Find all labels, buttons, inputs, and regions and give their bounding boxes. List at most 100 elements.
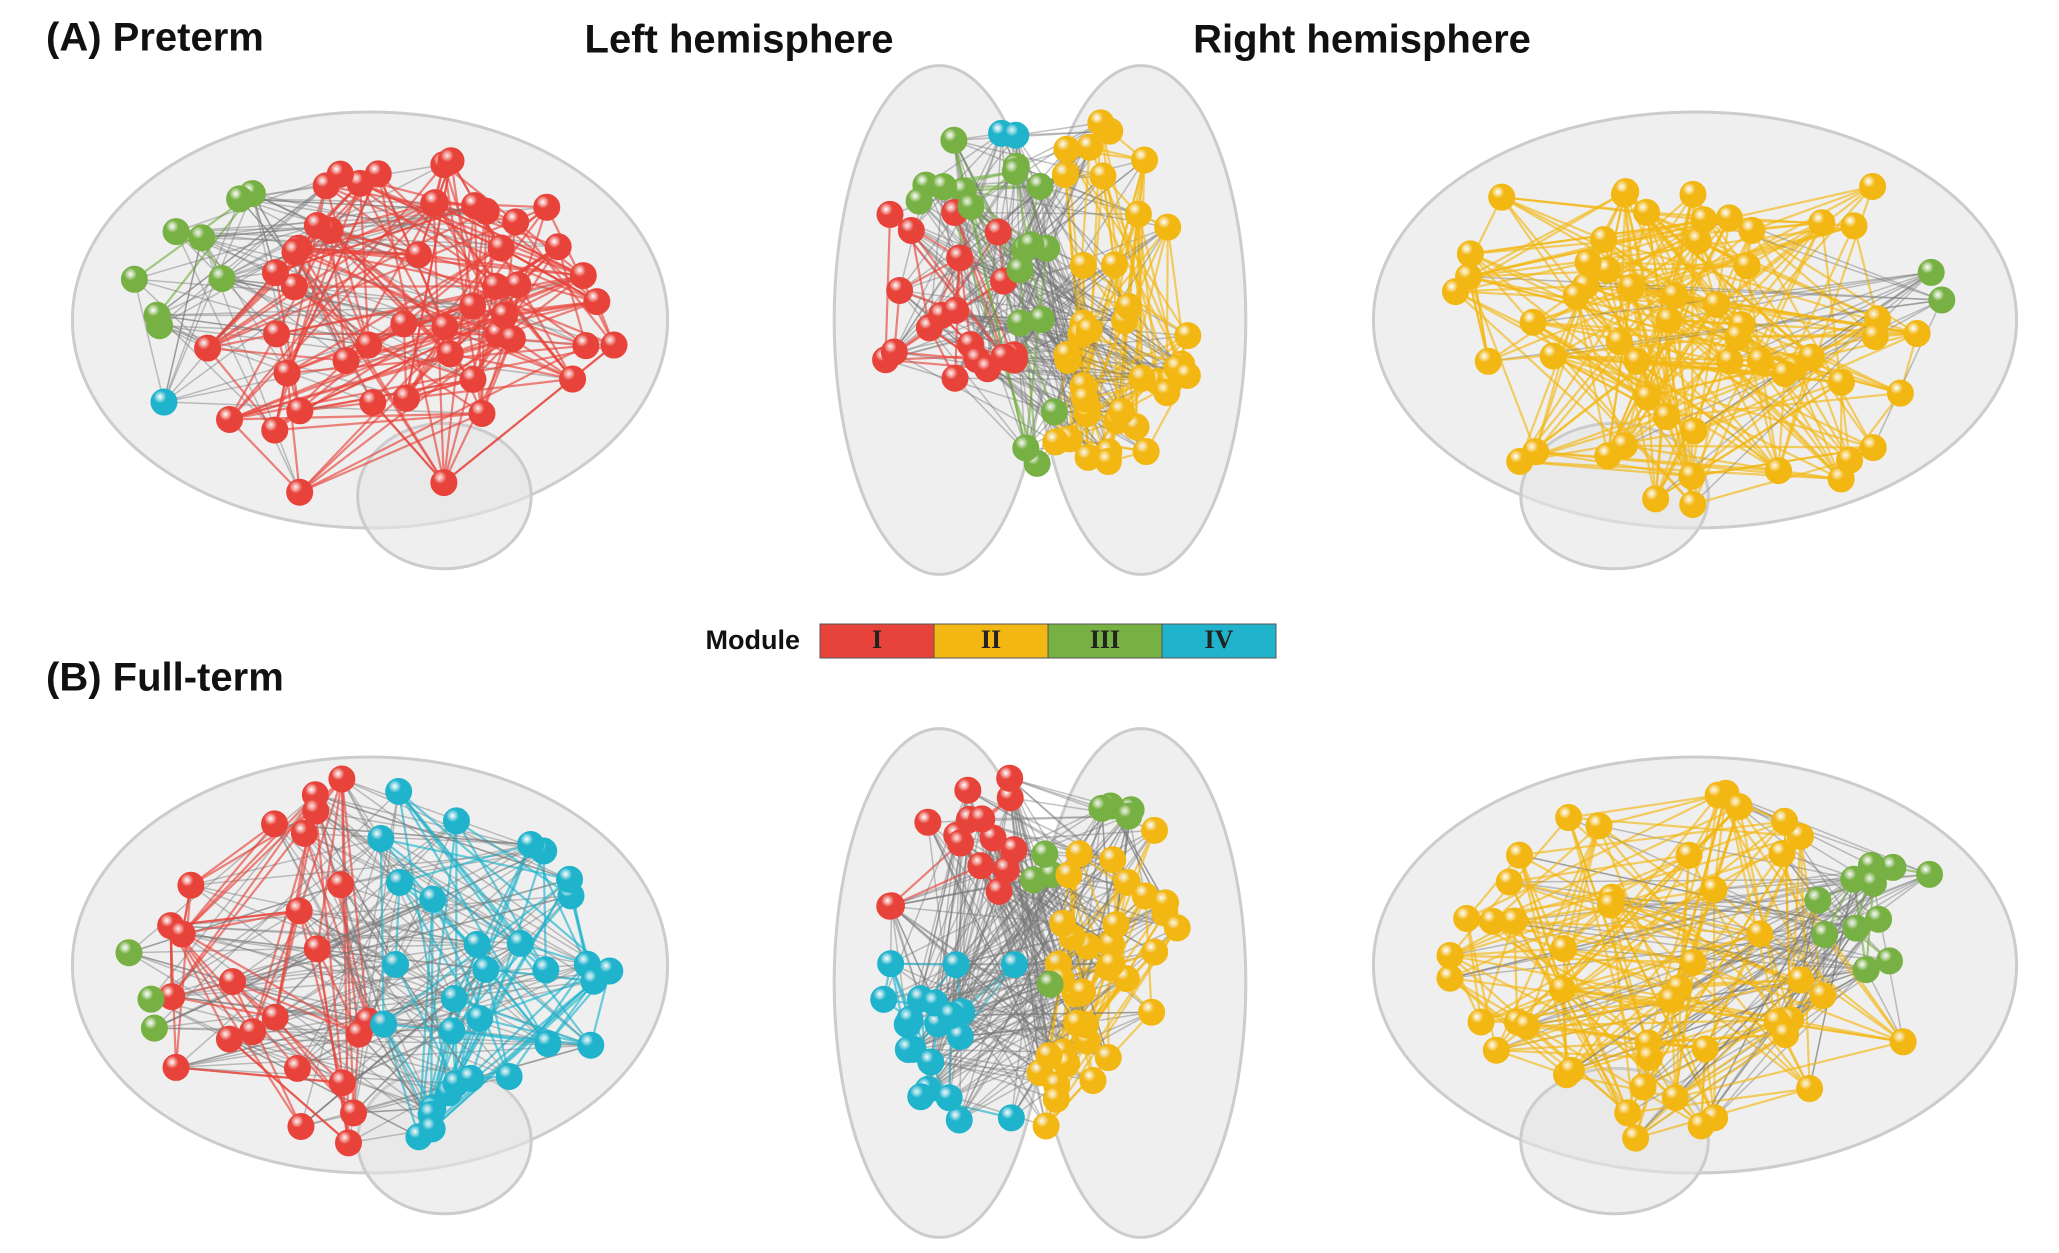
- node: [1690, 206, 1718, 234]
- node: [1049, 909, 1077, 937]
- edge: [955, 922, 1063, 966]
- edge: [986, 133, 1003, 369]
- edge: [1713, 888, 1904, 1043]
- node: [1053, 135, 1081, 163]
- node: [1623, 347, 1651, 375]
- edge: [315, 794, 570, 881]
- edge: [1008, 778, 1064, 1053]
- node: [880, 338, 908, 366]
- edge: [889, 905, 1063, 925]
- node: [334, 1129, 362, 1157]
- edge: [1101, 175, 1116, 266]
- edge: [229, 274, 584, 421]
- node: [1827, 368, 1855, 396]
- edge: [232, 943, 478, 983]
- edge: [1575, 295, 1626, 446]
- edge: [1552, 355, 1694, 506]
- node: [162, 1053, 190, 1081]
- node: [506, 929, 534, 957]
- node: [894, 1035, 922, 1063]
- view-header: Right hemisphere: [1193, 18, 1531, 62]
- edge: [298, 247, 574, 381]
- node: [194, 334, 222, 362]
- edge: [175, 1066, 457, 1085]
- edge: [1009, 777, 1103, 810]
- edge: [927, 822, 952, 1016]
- brain-view: [70, 755, 670, 1216]
- node: [168, 920, 196, 948]
- node: [1436, 964, 1464, 992]
- edge: [1777, 356, 1813, 471]
- edge: [1014, 334, 1188, 356]
- node: [385, 777, 413, 805]
- edge: [918, 200, 1183, 365]
- node: [1032, 1112, 1060, 1140]
- node: [386, 868, 414, 896]
- edge: [1449, 977, 1702, 1127]
- edge: [190, 822, 276, 887]
- edge: [1570, 878, 1855, 1072]
- edge: [358, 183, 370, 346]
- node: [359, 389, 387, 417]
- node: [1012, 434, 1040, 462]
- node: [177, 871, 205, 899]
- node: [1053, 340, 1081, 368]
- node: [332, 347, 360, 375]
- edge: [927, 869, 1008, 1090]
- edge: [1024, 248, 1048, 449]
- edge: [1024, 248, 1178, 369]
- node: [1597, 891, 1625, 919]
- edge: [1674, 934, 1826, 1099]
- node: [1079, 1067, 1107, 1095]
- node: [120, 265, 148, 293]
- view-header: Left hemisphere: [585, 18, 894, 62]
- edge: [1018, 269, 1039, 464]
- edge: [397, 790, 549, 1045]
- edge: [1137, 213, 1159, 382]
- edge: [1561, 988, 1649, 1044]
- node: [946, 829, 974, 857]
- node: [1000, 836, 1028, 864]
- edge: [286, 246, 502, 375]
- node: [1173, 361, 1201, 389]
- brain-panels: [70, 64, 2019, 1239]
- node: [1089, 162, 1117, 190]
- node: [1140, 816, 1168, 844]
- node: [502, 208, 530, 236]
- edge: [1759, 360, 1780, 471]
- node: [1153, 379, 1181, 407]
- node: [370, 1010, 398, 1038]
- node: [917, 1048, 945, 1076]
- node: [1006, 256, 1034, 284]
- node: [1804, 886, 1832, 914]
- edge: [1501, 196, 1605, 241]
- edge: [920, 881, 1128, 1098]
- edge: [170, 924, 478, 946]
- edge: [1700, 899, 1819, 1127]
- edge: [206, 202, 435, 350]
- edge: [883, 881, 1128, 1001]
- edge: [232, 963, 396, 983]
- node: [1006, 309, 1034, 337]
- node: [326, 160, 354, 188]
- edge: [1627, 1087, 1810, 1114]
- edge: [948, 837, 994, 1098]
- node: [303, 935, 331, 963]
- edge: [890, 905, 922, 1000]
- edge: [934, 963, 1059, 1004]
- edge: [397, 790, 592, 1046]
- edge: [128, 951, 369, 1022]
- node: [345, 1020, 373, 1048]
- node: [328, 765, 356, 793]
- edge: [930, 991, 1083, 1063]
- edge: [1852, 225, 1879, 320]
- edge: [1568, 816, 1826, 936]
- node: [1679, 180, 1707, 208]
- edge: [919, 835, 958, 999]
- edge: [981, 818, 1050, 1056]
- edge: [1751, 185, 1873, 232]
- node: [1138, 998, 1166, 1026]
- edge: [919, 879, 1034, 1000]
- edge: [154, 898, 434, 1029]
- edge: [286, 182, 362, 374]
